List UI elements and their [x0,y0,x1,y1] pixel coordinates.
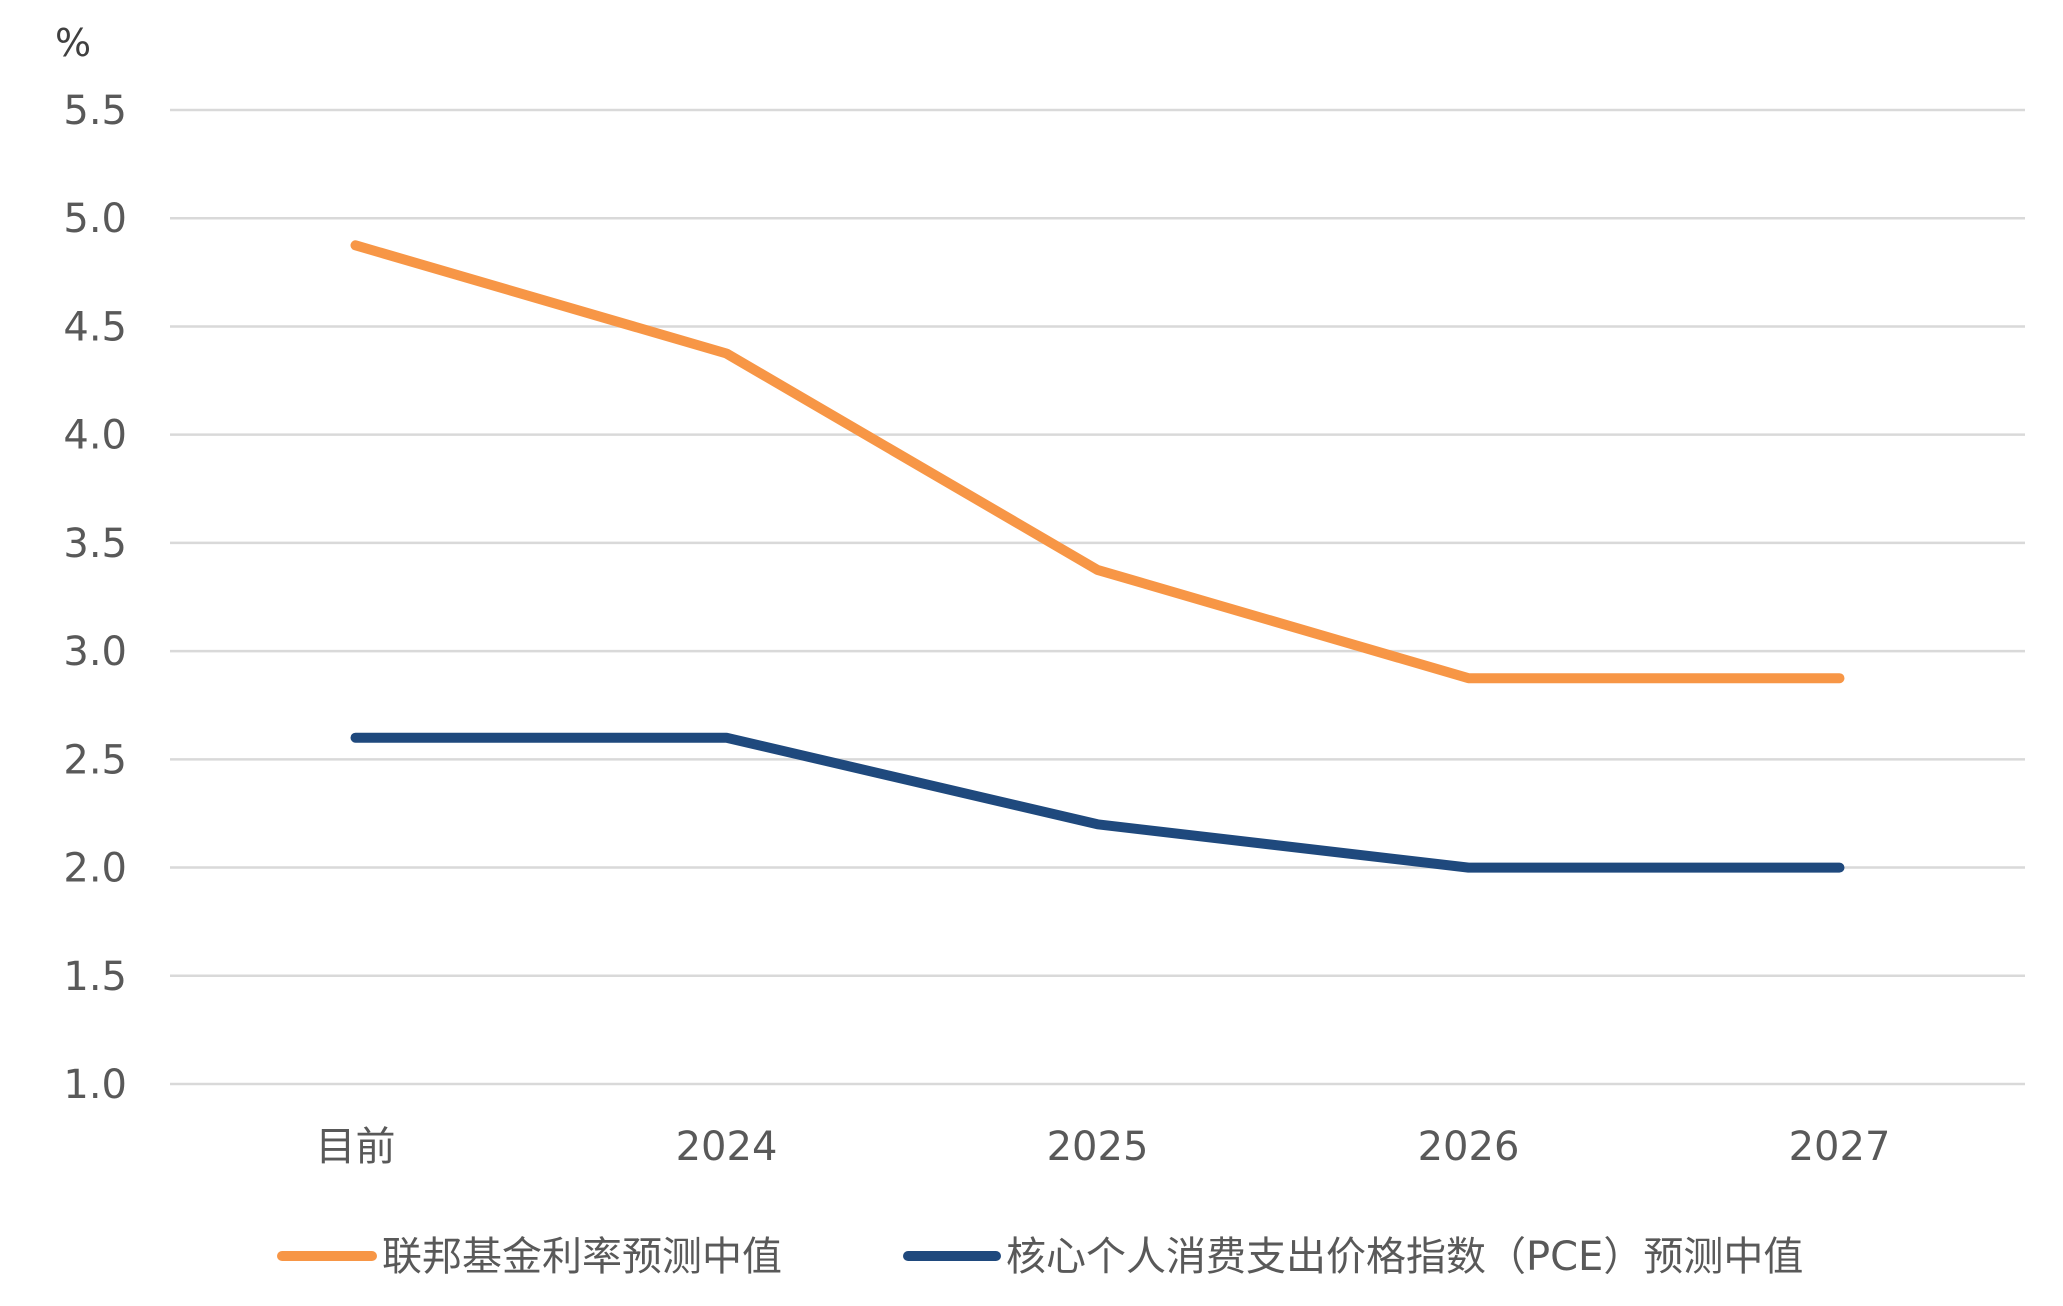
y-tick-label: 2.0 [63,846,127,892]
series-lines [350,240,1845,873]
gridlines [170,108,2025,1086]
x-tick-label: 2027 [1789,1124,1891,1170]
x-tick-label: 2026 [1418,1124,1520,1170]
legend-label-1: 联邦基金利率预测中值 [382,1234,782,1280]
y-tick-label: 5.5 [63,88,127,134]
series-line-1 [350,240,1845,684]
x-axis-ticks: 目前 2024 2025 2026 2027 [316,1124,1891,1170]
x-tick-label: 2025 [1047,1124,1149,1170]
legend: 联邦基金利率预测中值 核心个人消费支出价格指数（PCE）预测中值 [277,1234,1803,1280]
y-axis-ticks: 5.5 5.0 4.5 4.0 3.5 3.0 2.5 2.0 1.5 1.0 [63,88,127,1108]
y-tick-label: 2.5 [63,737,127,783]
y-tick-label: 1.0 [63,1062,127,1108]
legend-label-2: 核心个人消费支出价格指数（PCE）预测中值 [1006,1234,1803,1280]
y-axis-unit-label: % [55,21,91,65]
y-tick-label: 4.5 [63,304,127,350]
x-tick-label: 2024 [676,1124,778,1170]
y-tick-label: 3.0 [63,629,127,675]
y-tick-label: 3.5 [63,521,127,567]
x-tick-label: 目前 [316,1124,396,1170]
y-tick-label: 5.0 [63,196,127,242]
series-line-2 [350,732,1845,873]
y-tick-label: 1.5 [63,954,127,1000]
y-tick-label: 4.0 [63,413,127,459]
